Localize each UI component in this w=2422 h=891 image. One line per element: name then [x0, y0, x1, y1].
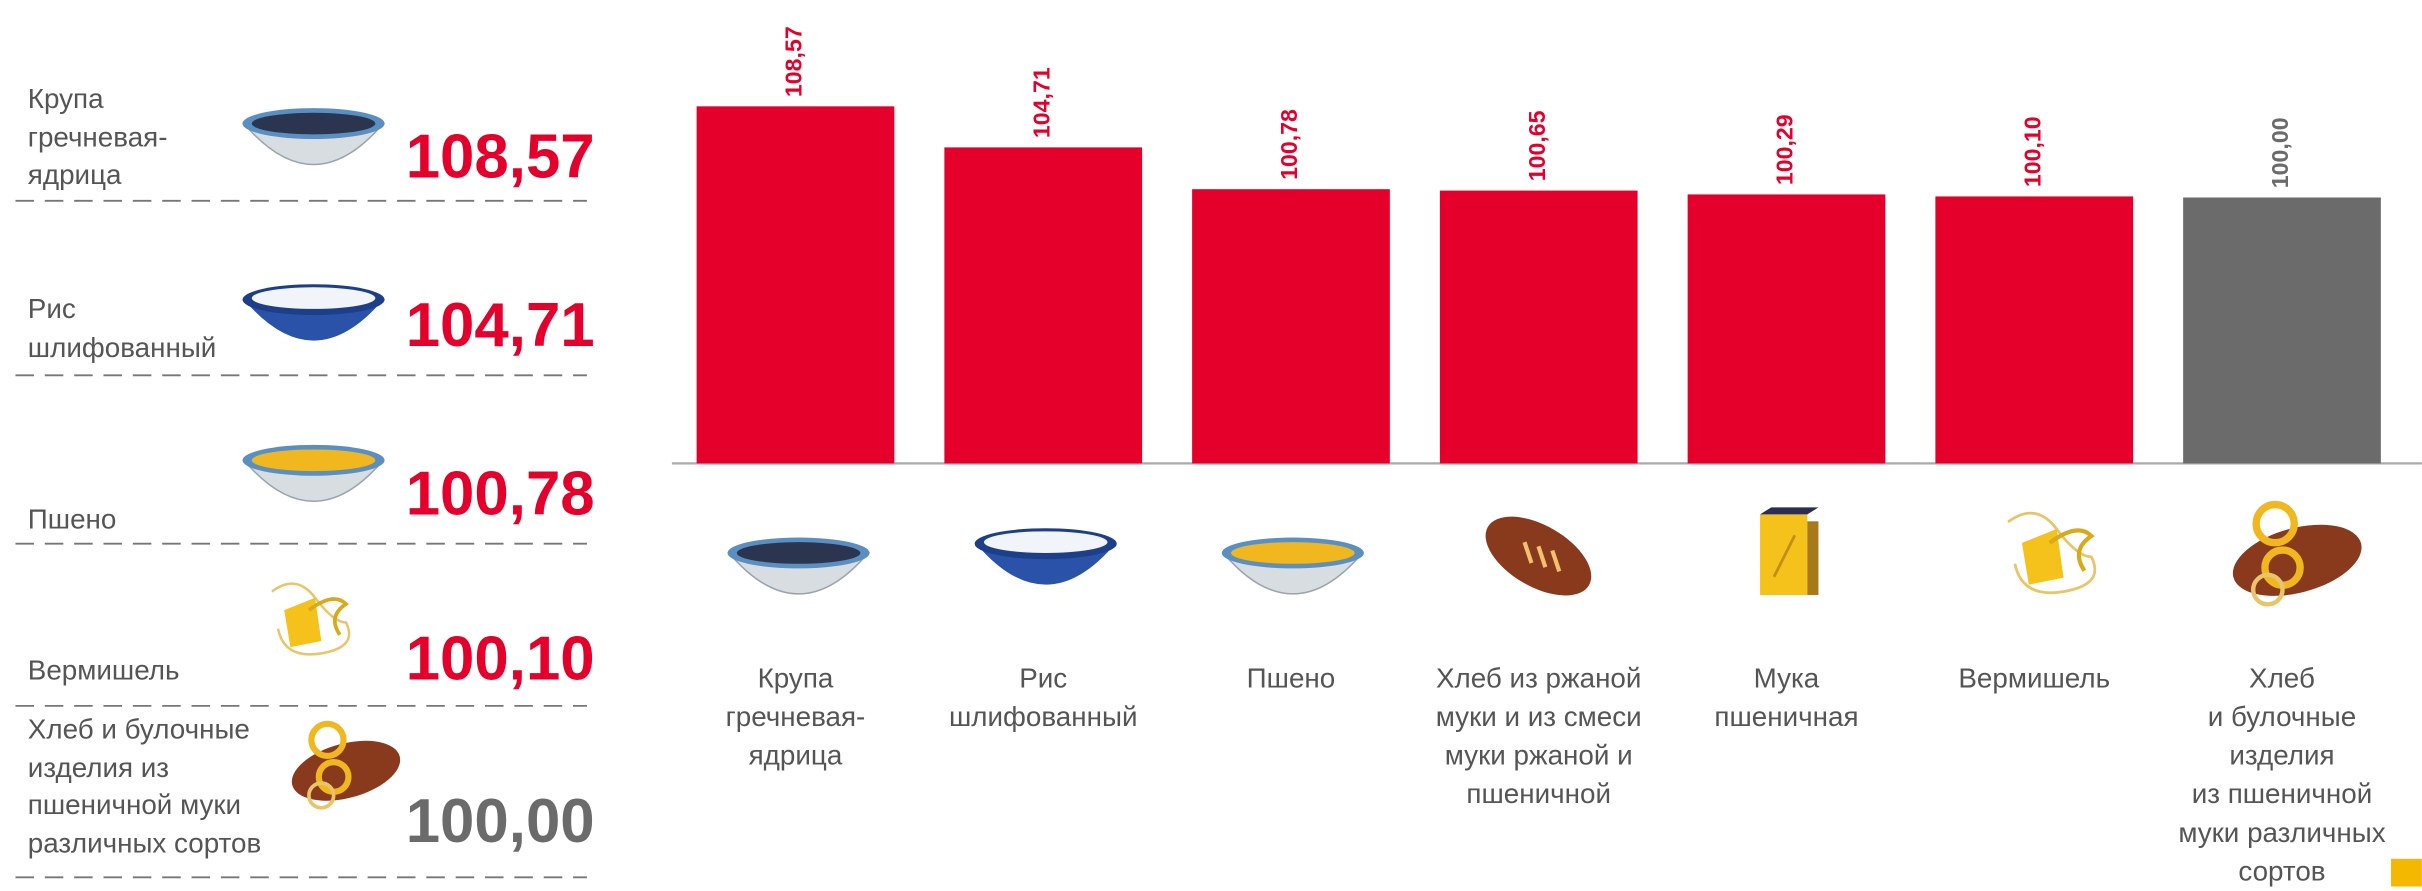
bar — [1687, 194, 1886, 464]
value-label: 100,29 — [1772, 114, 1798, 185]
icon — [1758, 505, 1821, 597]
value-label: 108,57 — [781, 26, 807, 97]
value-label: 100,10 — [2019, 116, 2045, 187]
bar — [1439, 190, 1638, 464]
value-label: 100,78 — [1276, 109, 1302, 180]
icon — [2008, 513, 2095, 593]
value-label: 100,65 — [1524, 110, 1550, 181]
bar — [944, 147, 1143, 464]
bar — [1192, 189, 1390, 464]
x-tick-label: Мука пшеничная — [1714, 662, 1859, 733]
item-value: 100,10 — [405, 625, 595, 694]
x-tick-label: Крупа гречневая- ядрица — [725, 662, 866, 771]
value-label: 104,71 — [1028, 67, 1054, 138]
bar — [2183, 197, 2381, 464]
left-dividers — [15, 199, 587, 879]
item-value: 100,78 — [405, 460, 595, 529]
bar — [1935, 196, 2134, 464]
item-label: Рис шлифованный — [27, 293, 217, 363]
x-tick-label: Пшено — [1246, 662, 1336, 694]
x-tick-label: Рис шлифованный — [948, 662, 1138, 733]
value-label: 100,00 — [2267, 117, 2293, 188]
x-tick-label: Хлеб и булочные изделия из пшеничной мук… — [2178, 662, 2386, 887]
item-value: 108,57 — [405, 123, 595, 192]
icon — [974, 528, 1117, 585]
item-value: 104,71 — [405, 291, 595, 360]
item-value: 100,00 — [405, 787, 595, 856]
item-label: Крупа гречневая- ядрица — [27, 83, 168, 190]
corner-marker — [2391, 858, 2422, 887]
item-label: Вермишель — [27, 654, 180, 686]
icon — [1473, 500, 1605, 611]
icon — [726, 536, 871, 595]
icon — [1221, 536, 1365, 595]
x-tick-label: Хлеб из ржаной муки и из смеси муки ржан… — [1435, 662, 1642, 810]
item-label: Пшено — [27, 503, 117, 535]
x-tick-label: Вермишель — [1958, 662, 2111, 694]
item-label: Хлеб и булочные изделия из пшеничной мук… — [27, 713, 262, 859]
icon — [2225, 505, 2369, 609]
bar — [696, 106, 895, 464]
